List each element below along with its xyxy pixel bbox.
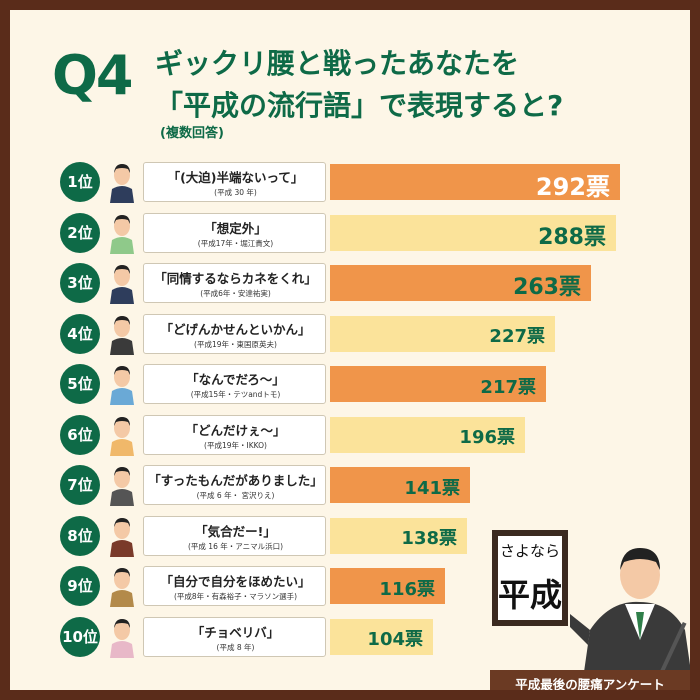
rank-badge <box>60 616 100 657</box>
rank-badge <box>60 263 100 303</box>
phrase-text: 「想定外」 <box>204 220 267 236</box>
bar-value-label: 288票 <box>538 224 606 250</box>
phrase-note: (平成 30 年) <box>214 188 257 197</box>
phrase-text: 「気合だー!」 <box>195 523 276 539</box>
bar <box>330 164 620 200</box>
rank-badge <box>60 162 100 202</box>
bar-value-label: 138票 <box>401 528 457 550</box>
person-icon <box>110 366 134 405</box>
phrase-box: 「なんでだろ〜」 (平成15年・テツandトモ) <box>143 364 326 404</box>
phrase-note: (平成8年・有森裕子・マラソン選手) <box>173 592 298 601</box>
question-title-line-2: 「平成の流行語」で表現すると? <box>155 89 564 122</box>
rank-badge <box>60 515 100 556</box>
person-icon <box>110 467 134 506</box>
question-title-line-1: ギックリ腰と戦ったあなたを <box>155 47 520 80</box>
phrase-text: 「チョベリバ」 <box>191 624 280 640</box>
bar <box>330 467 470 503</box>
bar <box>330 214 616 251</box>
rank-badge <box>60 364 100 404</box>
phrase-box: 「チョベリバ」 (平成 8 年) <box>143 616 326 657</box>
phrase-box: 「同情するならカネをくれ」 (平成6年・安達祐実) <box>143 263 326 303</box>
question-number: Q4 <box>52 44 133 107</box>
rank-badge <box>60 212 100 253</box>
bar <box>330 265 591 301</box>
farewell-sign: さよなら 平成 <box>492 530 568 626</box>
rank-badge <box>60 414 100 455</box>
bar-value-label: 196票 <box>459 427 515 449</box>
man-holding-sign-illustration <box>570 548 690 690</box>
phrase-note: (平成19年・東国原英夫) <box>194 339 277 349</box>
rank-label: 2位 <box>67 223 93 242</box>
phrase-box: 「気合だー!」 (平成 16 年・アニマル浜口) <box>143 515 326 556</box>
bar-value-label: 116票 <box>379 578 435 600</box>
phrase-box: 「(大迫)半端ないって」 (平成 30 年) <box>143 162 326 202</box>
bar-value-label: 227票 <box>489 326 545 348</box>
phrase-box: 「想定外」 (平成17年・堀江貴文) <box>143 212 326 253</box>
phrase-text: 「(大迫)半端ないって」 <box>167 170 304 185</box>
person-icon <box>110 164 134 203</box>
person-icon <box>110 517 134 557</box>
phrase-note: (平成19年・IKKO) <box>204 440 267 450</box>
phrase-box: 「自分で自分をほめたい」 (平成8年・有森裕子・マラソン選手) <box>143 566 326 606</box>
person-icon <box>110 265 134 304</box>
rank-badge <box>60 465 100 505</box>
phrase-text: 「同情するならカネをくれ」 <box>154 271 317 286</box>
phrase-text: 「自分で自分をほめたい」 <box>160 574 311 589</box>
poster-panel: Q4 ギックリ腰と戦ったあなたを 「平成の流行語」で表現すると? (複数回答) … <box>10 10 690 690</box>
bar-value-label: 141票 <box>404 477 460 499</box>
rank-label: 6位 <box>67 425 93 444</box>
phrase-text: 「なんでだろ〜」 <box>186 372 285 387</box>
sign-text-heisei: 平成 <box>498 576 562 614</box>
phrase-text: 「どんだけぇ〜」 <box>185 422 286 438</box>
phrase-box: 「すったもんだがありました」 (平成 6 年・ 宮沢りえ) <box>143 465 326 505</box>
phrase-note: (平成 8 年) <box>216 642 255 652</box>
bar-value-label: 217票 <box>480 376 536 398</box>
phrase-text: 「すったもんだがありました」 <box>148 473 323 488</box>
phrase-note: (平成17年・堀江貴文) <box>197 238 274 248</box>
rank-badge <box>60 313 100 354</box>
bar-value-label: 263票 <box>513 275 581 301</box>
bar <box>330 517 467 554</box>
bar <box>330 618 433 655</box>
bar-value-label: 292票 <box>535 173 610 202</box>
survey-ribbon-text: 平成最後の腰痛アンケート <box>515 677 665 690</box>
rank-label: 10位 <box>62 627 98 646</box>
phrase-text: 「どげんかせんといかん」 <box>160 321 311 337</box>
survey-ribbon <box>490 670 690 690</box>
multiple-answer-note: (複数回答) <box>160 126 224 141</box>
rank-label: 7位 <box>67 476 93 494</box>
phrase-box: 「どげんかせんといかん」 (平成19年・東国原英夫) <box>143 313 326 354</box>
phrase-note: (平成6年・安達祐実) <box>200 289 271 298</box>
person-icon <box>110 315 134 355</box>
bar <box>330 416 525 453</box>
person-icon <box>110 618 134 658</box>
rank-label: 9位 <box>67 577 93 595</box>
phrase-box: 「どんだけぇ〜」 (平成19年・IKKO) <box>143 414 326 455</box>
rank-label: 4位 <box>67 324 93 343</box>
rank-label: 5位 <box>67 375 93 393</box>
bar <box>330 315 555 352</box>
rank-badge <box>60 566 100 606</box>
person-icon <box>110 214 134 254</box>
rank-label: 3位 <box>67 274 93 292</box>
rank-label: 8位 <box>67 526 93 545</box>
bar <box>330 366 546 402</box>
person-icon <box>110 568 134 607</box>
bar-value-label: 104票 <box>367 629 423 651</box>
bar <box>330 568 445 604</box>
phrase-note: (平成15年・テツandトモ) <box>190 390 281 399</box>
rank-label: 1位 <box>67 173 93 191</box>
sign-text-sayonara: さよなら <box>500 542 560 560</box>
person-icon <box>110 416 134 456</box>
phrase-note: (平成 6 年・ 宮沢りえ) <box>196 491 275 500</box>
phrase-note: (平成 16 年・アニマル浜口) <box>187 541 283 551</box>
